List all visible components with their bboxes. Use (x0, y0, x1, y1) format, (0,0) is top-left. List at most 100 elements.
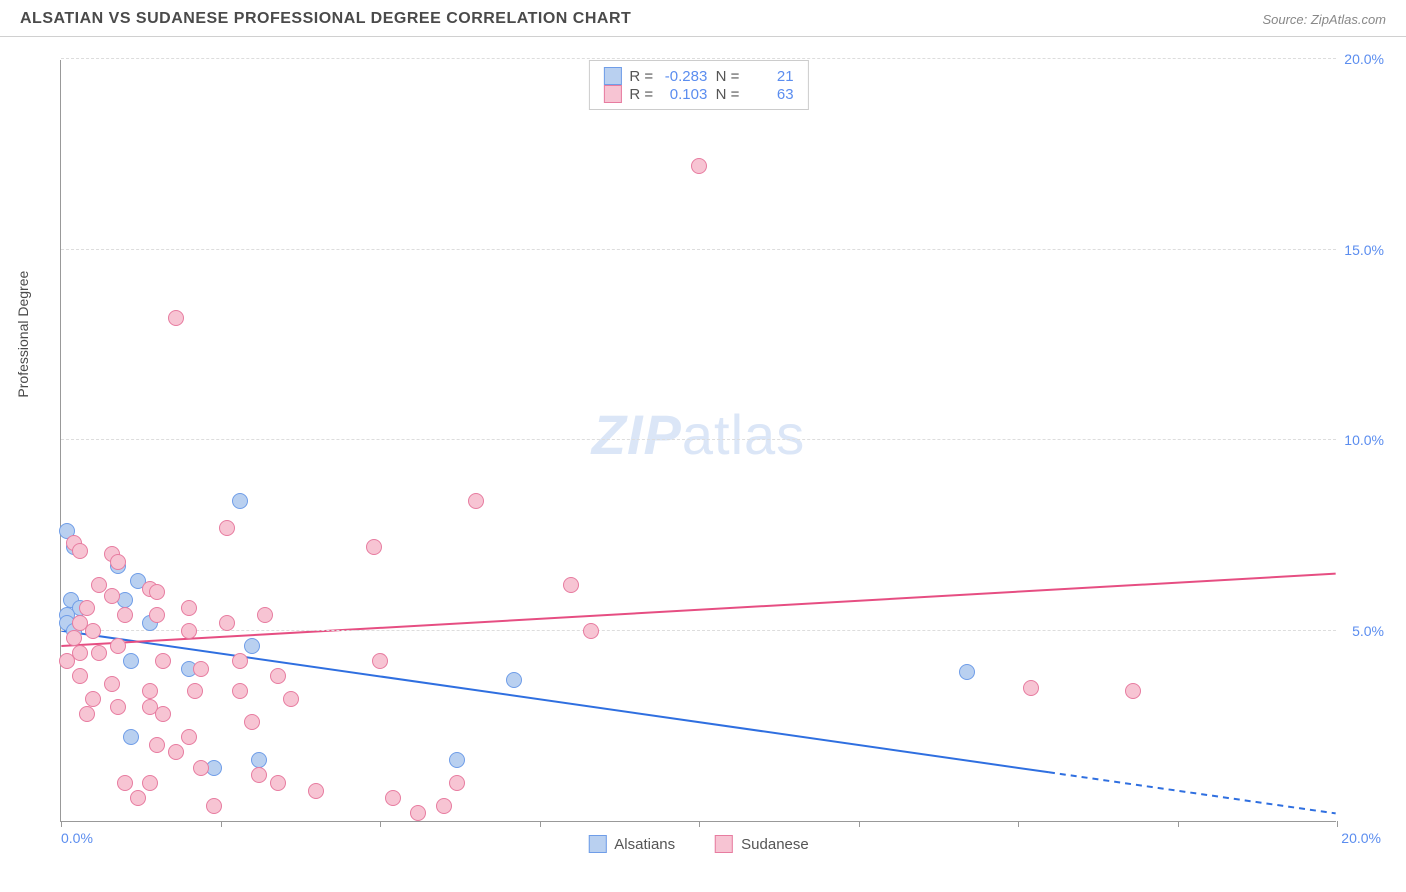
scatter-point (110, 554, 126, 570)
scatter-point (168, 744, 184, 760)
gridline (61, 249, 1336, 250)
y-tick-label: 20.0% (1344, 51, 1384, 67)
scatter-point (251, 767, 267, 783)
scatter-point (117, 607, 133, 623)
scatter-point (91, 645, 107, 661)
x-tick-label-right: 20.0% (1341, 830, 1381, 846)
x-tick-mark (380, 821, 381, 827)
scatter-point (142, 683, 158, 699)
y-tick-label: 15.0% (1344, 242, 1384, 258)
x-tick-mark (1178, 821, 1179, 827)
gridline (61, 439, 1336, 440)
legend-row: R = 0.103 N = 63 (603, 85, 793, 103)
legend-label: Sudanese (741, 836, 809, 853)
gridline (61, 630, 1336, 631)
chart-container: Professional Degree ZIPatlas R = -0.283 … (20, 50, 1386, 872)
scatter-point (79, 600, 95, 616)
series-legend: Alsatians Sudanese (588, 835, 808, 853)
scatter-point (104, 588, 120, 604)
scatter-point (468, 493, 484, 509)
scatter-point (193, 760, 209, 776)
legend-swatch (588, 835, 606, 853)
scatter-point (72, 668, 88, 684)
scatter-point (181, 623, 197, 639)
legend-swatch (715, 835, 733, 853)
correlation-legend: R = -0.283 N = 21 R = 0.103 N = 63 (588, 60, 808, 110)
scatter-point (149, 584, 165, 600)
scatter-point (1023, 680, 1039, 696)
legend-swatch (603, 85, 621, 103)
x-tick-label-left: 0.0% (61, 830, 93, 846)
scatter-point (193, 661, 209, 677)
scatter-point (79, 706, 95, 722)
scatter-point (142, 775, 158, 791)
scatter-point (110, 699, 126, 715)
trend-lines (61, 60, 1336, 821)
scatter-point (232, 683, 248, 699)
legend-label: Alsatians (614, 836, 675, 853)
scatter-point (410, 805, 426, 821)
x-tick-mark (1337, 821, 1338, 827)
scatter-point (449, 775, 465, 791)
scatter-point (155, 706, 171, 722)
scatter-point (110, 638, 126, 654)
scatter-point (232, 653, 248, 669)
scatter-point (72, 543, 88, 559)
scatter-point (85, 691, 101, 707)
x-tick-mark (1018, 821, 1019, 827)
scatter-point (385, 790, 401, 806)
scatter-point (283, 691, 299, 707)
x-tick-mark (540, 821, 541, 827)
y-tick-label: 10.0% (1344, 432, 1384, 448)
scatter-point (85, 623, 101, 639)
scatter-point (372, 653, 388, 669)
scatter-point (187, 683, 203, 699)
scatter-point (149, 607, 165, 623)
scatter-point (130, 790, 146, 806)
plot-area: ZIPatlas R = -0.283 N = 21 R = 0.103 N =… (60, 60, 1336, 822)
scatter-point (583, 623, 599, 639)
scatter-point (251, 752, 267, 768)
scatter-point (117, 775, 133, 791)
scatter-point (308, 783, 324, 799)
legend-item: Sudanese (715, 835, 809, 853)
scatter-point (691, 158, 707, 174)
scatter-point (59, 653, 75, 669)
scatter-point (366, 539, 382, 555)
y-axis-label: Professional Degree (15, 271, 31, 398)
scatter-point (219, 615, 235, 631)
scatter-point (181, 729, 197, 745)
legend-stats: R = 0.103 N = 63 (629, 86, 793, 103)
scatter-point (959, 664, 975, 680)
watermark: ZIPatlas (592, 402, 805, 467)
scatter-point (563, 577, 579, 593)
scatter-point (149, 737, 165, 753)
scatter-point (219, 520, 235, 536)
x-tick-mark (859, 821, 860, 827)
scatter-point (436, 798, 452, 814)
legend-swatch (603, 67, 621, 85)
scatter-point (206, 798, 222, 814)
scatter-point (123, 653, 139, 669)
legend-stats: R = -0.283 N = 21 (629, 68, 793, 85)
gridline (61, 58, 1336, 59)
scatter-point (244, 638, 260, 654)
x-tick-mark (221, 821, 222, 827)
scatter-point (232, 493, 248, 509)
scatter-point (181, 600, 197, 616)
scatter-point (244, 714, 260, 730)
scatter-point (91, 577, 107, 593)
x-tick-mark (699, 821, 700, 827)
scatter-point (123, 729, 139, 745)
scatter-point (168, 310, 184, 326)
chart-title: ALSATIAN VS SUDANESE PROFESSIONAL DEGREE… (20, 10, 631, 28)
scatter-point (270, 668, 286, 684)
scatter-point (506, 672, 522, 688)
scatter-point (155, 653, 171, 669)
scatter-point (449, 752, 465, 768)
y-tick-label: 5.0% (1352, 623, 1384, 639)
scatter-point (270, 775, 286, 791)
legend-item: Alsatians (588, 835, 675, 853)
scatter-point (104, 676, 120, 692)
scatter-point (257, 607, 273, 623)
